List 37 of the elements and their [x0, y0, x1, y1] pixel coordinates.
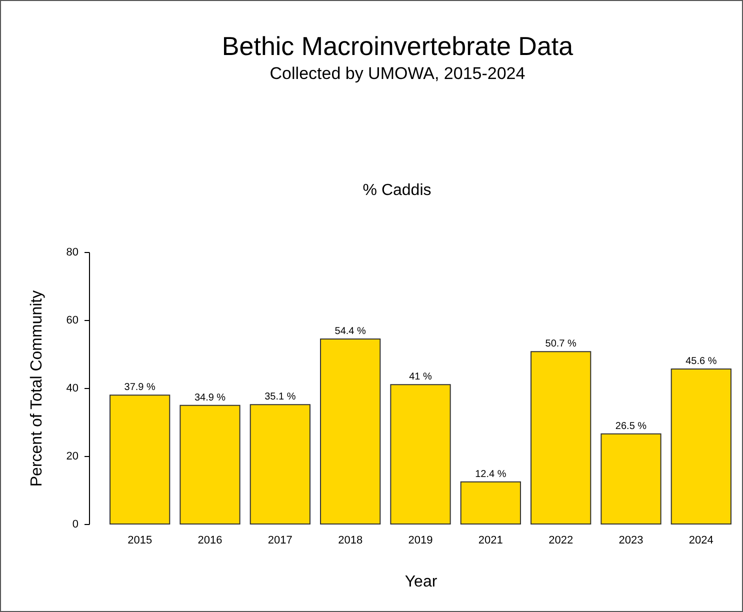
x-tick-label: 2024 — [688, 534, 714, 546]
bar — [530, 351, 592, 524]
bar — [460, 481, 521, 524]
y-tick-label: 40 — [66, 382, 78, 394]
bar — [250, 404, 310, 524]
x-tick-label: 2017 — [268, 534, 292, 546]
bar — [390, 384, 451, 524]
y-axis-title: Percent of Total Community — [28, 290, 46, 487]
data-label: 37.9 % — [124, 382, 156, 394]
x-tick-label: 2022 — [548, 534, 574, 546]
x-tick-label: 2015 — [128, 534, 152, 546]
chart-title: Bethic Macroinvertebrate Data — [222, 31, 574, 61]
y-tick-label: 20 — [66, 450, 78, 462]
x-tick-label: 2016 — [198, 534, 222, 546]
x-tick-label: 2021 — [478, 534, 503, 546]
bar — [110, 394, 170, 524]
y-tick-label: 0 — [72, 518, 78, 530]
x-axis-title: Year — [404, 574, 438, 590]
x-tick-label: 2019 — [408, 534, 433, 546]
x-tick-label: 2023 — [618, 534, 644, 546]
text: % Caddis — [362, 182, 432, 199]
data-label: 12.4 % — [475, 468, 506, 480]
data-label: 34.9 % — [194, 392, 226, 404]
data-label: 54.4 % — [334, 326, 366, 338]
data-label: 35.1 % — [264, 392, 296, 403]
chart-subtitle: Collected by UMOWA, 2015-2024 — [270, 64, 526, 83]
y-tick-label: 60 — [66, 314, 78, 326]
data-label: 45.6 % — [686, 356, 717, 367]
data-label: 26.5 % — [615, 420, 647, 432]
y-tick-label: 80 — [66, 246, 78, 258]
x-tick-label: 2018 — [338, 534, 363, 546]
bar — [600, 433, 662, 524]
bar — [670, 368, 732, 524]
data-label: 41 % — [409, 372, 432, 383]
data-label: 50.7 % — [545, 338, 576, 350]
bar — [320, 338, 381, 524]
bar — [180, 404, 240, 524]
